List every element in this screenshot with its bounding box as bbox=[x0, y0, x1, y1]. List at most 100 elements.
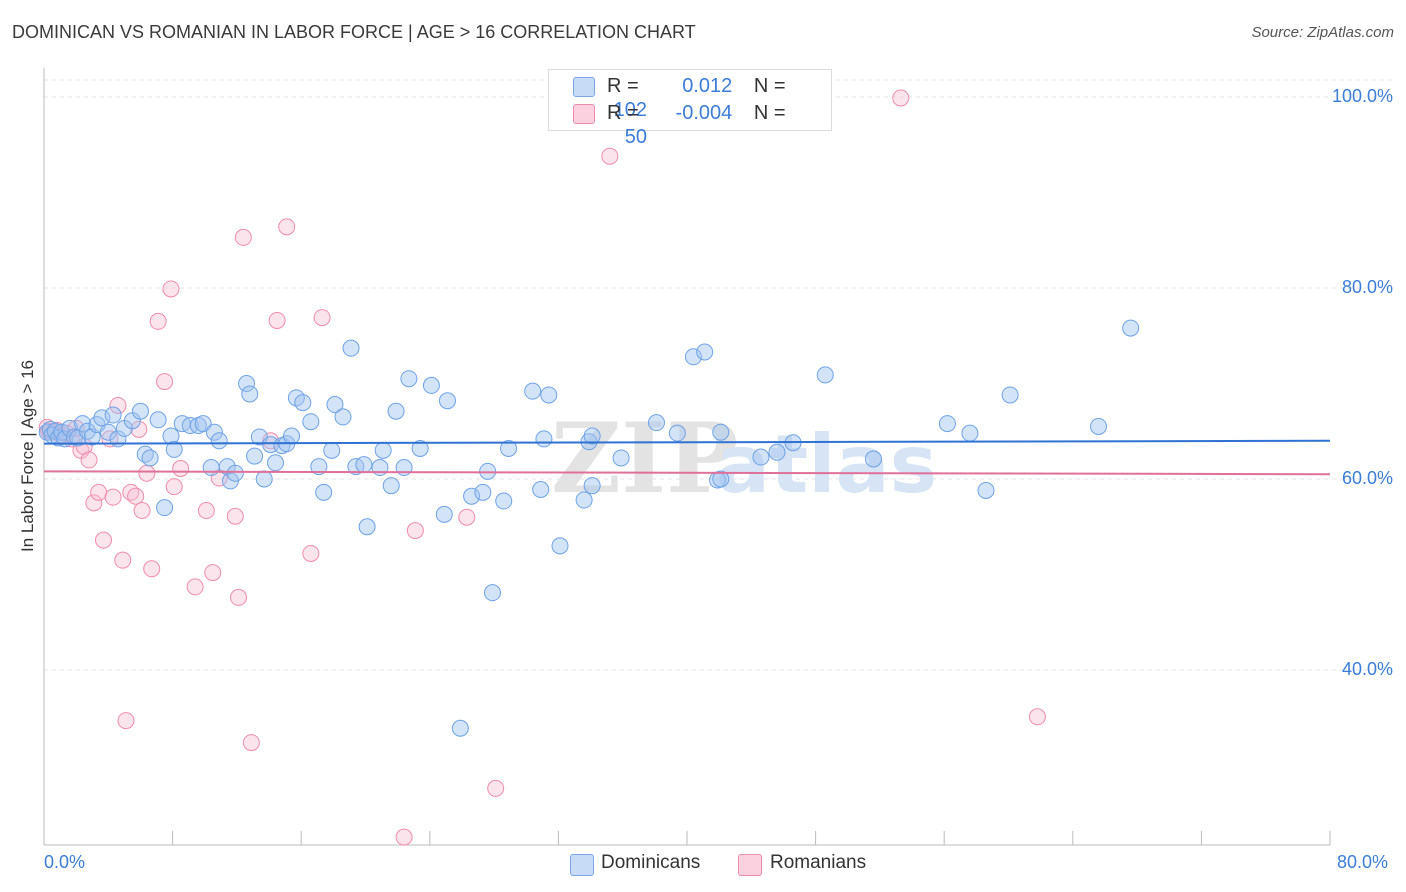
point-romanians bbox=[117, 712, 135, 730]
point-romanians bbox=[395, 828, 413, 846]
point-dominicans bbox=[255, 470, 273, 488]
point-dominicans bbox=[156, 499, 174, 517]
point-romanians bbox=[892, 89, 910, 107]
point-dominicans bbox=[294, 394, 312, 412]
source-label: Source: ZipAtlas.com bbox=[1251, 24, 1394, 41]
point-dominicans bbox=[938, 415, 956, 433]
point-dominicans bbox=[194, 415, 212, 433]
x-tick-label-max: 80.0% bbox=[1337, 852, 1389, 872]
point-romanians bbox=[197, 502, 215, 520]
point-dominicans bbox=[99, 423, 117, 441]
legend-n-label: N = bbox=[753, 75, 786, 97]
point-dominicans bbox=[961, 424, 979, 442]
chart-title: DOMINICAN VS ROMANIAN IN LABOR FORCE | A… bbox=[12, 22, 696, 42]
point-romanians bbox=[204, 564, 222, 582]
point-dominicans bbox=[382, 477, 400, 495]
point-romanians bbox=[172, 459, 190, 477]
legend-swatch-dominicans bbox=[573, 77, 595, 97]
point-dominicans bbox=[495, 492, 513, 510]
watermark-atlas: atlas bbox=[716, 418, 937, 511]
point-dominicans bbox=[684, 348, 702, 366]
point-dominicans bbox=[712, 423, 730, 441]
point-dominicans bbox=[387, 402, 405, 420]
point-romanians bbox=[268, 311, 286, 329]
point-dominicans bbox=[1090, 417, 1108, 435]
point-dominicans bbox=[583, 477, 601, 495]
legend-r-value: -0.004 bbox=[675, 102, 733, 124]
point-dominicans bbox=[768, 443, 786, 461]
point-dominicans bbox=[696, 343, 714, 361]
point-dominicans bbox=[540, 386, 558, 404]
point-romanians bbox=[94, 531, 112, 549]
point-romanians bbox=[601, 147, 619, 165]
point-dominicans bbox=[712, 470, 730, 488]
point-dominicans bbox=[165, 440, 183, 458]
point-dominicans bbox=[226, 464, 244, 482]
point-dominicans bbox=[1001, 386, 1019, 404]
point-romanians bbox=[156, 373, 174, 391]
point-dominicans bbox=[266, 454, 284, 472]
point-dominicans bbox=[131, 402, 149, 420]
point-romanians bbox=[313, 309, 331, 327]
point-romanians bbox=[149, 312, 167, 330]
point-romanians bbox=[130, 420, 148, 438]
watermark: ZIP atlas bbox=[551, 402, 937, 515]
point-dominicans bbox=[647, 414, 665, 432]
point-dominicans bbox=[93, 409, 111, 427]
point-dominicans bbox=[238, 375, 256, 392]
point-dominicans bbox=[326, 396, 344, 414]
y-tick-label: 80.0% bbox=[1341, 277, 1393, 297]
point-dominicans bbox=[411, 439, 429, 457]
point-dominicans bbox=[532, 481, 550, 499]
point-dominicans bbox=[141, 449, 159, 467]
point-dominicans bbox=[483, 584, 501, 602]
legend-n-label: N = bbox=[753, 102, 786, 124]
data-points bbox=[38, 89, 1140, 846]
point-dominicans bbox=[668, 424, 686, 442]
point-dominicans bbox=[474, 483, 492, 501]
point-romanians bbox=[127, 487, 145, 505]
point-romanians bbox=[230, 588, 248, 606]
point-dominicans bbox=[342, 339, 360, 357]
point-romanians bbox=[104, 488, 122, 506]
point-dominicans bbox=[575, 491, 593, 509]
legend-row-romanians: R = -0.004 N = 50 bbox=[607, 101, 831, 148]
point-romanians bbox=[133, 502, 151, 520]
point-dominicans bbox=[78, 422, 96, 440]
gridlines bbox=[44, 79, 1392, 671]
point-romanians bbox=[90, 483, 108, 501]
point-romanians bbox=[487, 779, 505, 797]
point-dominicans bbox=[612, 449, 630, 467]
point-romanians bbox=[165, 478, 183, 496]
axes bbox=[43, 68, 1331, 846]
trend-line-romanians bbox=[43, 470, 1331, 476]
legend-swatch-romanians bbox=[573, 104, 595, 124]
point-romanians bbox=[138, 464, 156, 482]
point-romanians bbox=[85, 494, 103, 512]
x-tick-label-min: 0.0% bbox=[44, 852, 86, 872]
point-dominicans bbox=[371, 459, 389, 477]
point-romanians bbox=[80, 451, 98, 469]
legend-n-value: 50 bbox=[624, 126, 647, 148]
point-dominicans bbox=[241, 385, 259, 403]
point-romanians bbox=[302, 544, 320, 562]
watermark-zip: ZIP bbox=[551, 402, 738, 515]
point-romanians bbox=[109, 396, 127, 414]
bottom-legend-swatch-romanians bbox=[738, 854, 762, 876]
point-dominicans bbox=[451, 719, 469, 737]
point-romanians bbox=[186, 578, 204, 596]
bottom-legend-romanians: Romanians bbox=[770, 852, 867, 873]
point-dominicans bbox=[435, 505, 453, 523]
legend-r-label: R = bbox=[607, 75, 639, 97]
point-dominicans bbox=[438, 392, 456, 410]
point-dominicans bbox=[816, 366, 834, 384]
point-romanians bbox=[234, 228, 252, 246]
legend-row-dominicans: R = 0.012 N = 102 bbox=[607, 74, 831, 121]
point-dominicans bbox=[977, 481, 995, 499]
point-dominicans bbox=[400, 370, 418, 388]
y-tick-label: 100.0% bbox=[1331, 86, 1393, 106]
point-dominicans bbox=[535, 430, 553, 448]
correlation-legend: R = 0.012 N = 102 R = -0.004 N = 50 bbox=[548, 69, 832, 148]
point-dominicans bbox=[205, 423, 223, 441]
